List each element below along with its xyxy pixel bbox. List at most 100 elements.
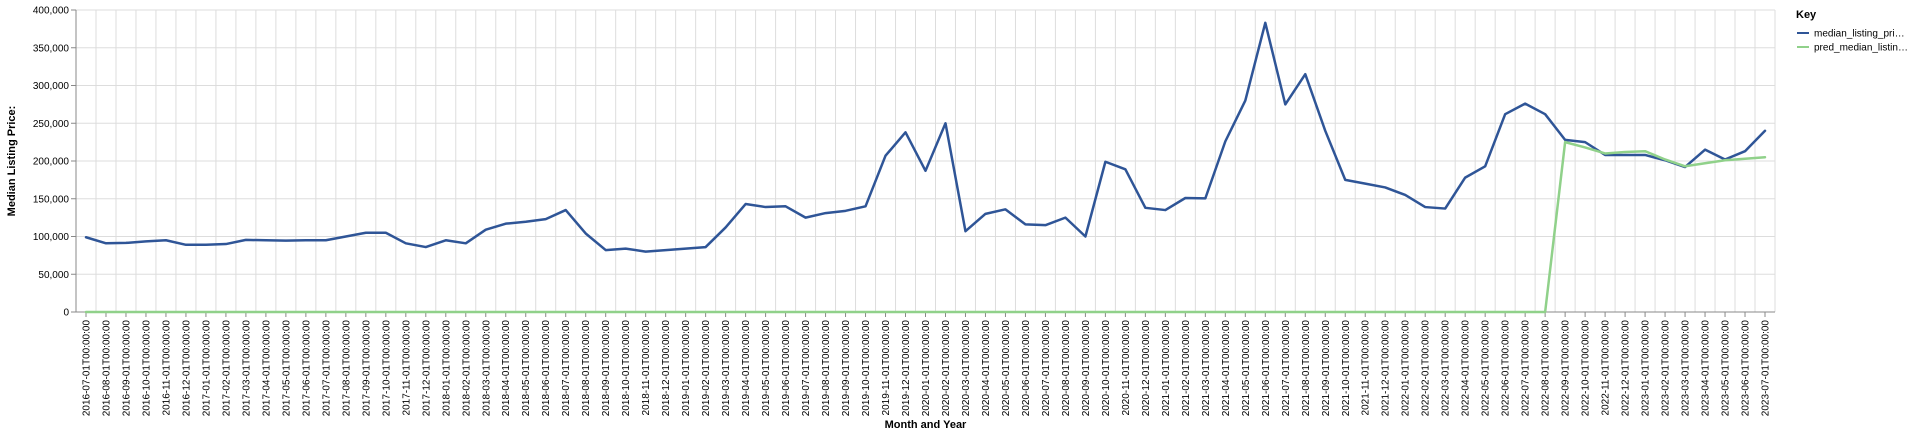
x-tick-label: 2021-01-01T00:00:00 (1161, 320, 1172, 417)
x-tick-label: 2023-05-01T00:00:00 (1721, 320, 1732, 417)
x-tick-label: 2019-06-01T00:00:00 (781, 320, 792, 417)
x-tick-label: 2018-02-01T00:00:00 (461, 320, 472, 417)
x-tick-label: 2017-03-01T00:00:00 (241, 320, 252, 417)
gridlines (75, 9, 1776, 313)
y-tick-label: 350,000 (33, 43, 70, 54)
x-axis-title: Month and Year (885, 419, 967, 431)
x-tick-label: 2022-11-01T00:00:00 (1601, 320, 1612, 416)
x-tick-label: 2017-09-01T00:00:00 (361, 320, 372, 417)
y-tick-label: 100,000 (33, 232, 70, 243)
x-tick-label: 2019-11-01T00:00:00 (881, 320, 892, 416)
x-tick-label: 2018-11-01T00:00:00 (641, 320, 652, 416)
x-tick-label: 2017-06-01T00:00:00 (301, 320, 312, 417)
x-tick-label: 2020-08-01T00:00:00 (1061, 320, 1072, 417)
x-tick-label: 2017-12-01T00:00:00 (421, 320, 432, 417)
series-line-2 (84, 140, 1767, 314)
x-tick-label: 2021-03-01T00:00:00 (1201, 320, 1212, 417)
x-tick-label: 2020-06-01T00:00:00 (1021, 320, 1032, 417)
x-tick-label: 2017-07-01T00:00:00 (321, 320, 332, 417)
x-tick-label: 2020-03-01T00:00:00 (961, 320, 972, 417)
x-tick-label: 2018-04-01T00:00:00 (501, 320, 512, 417)
x-tick-label: 2018-01-01T00:00:00 (441, 320, 452, 417)
x-tick-label: 2022-06-01T00:00:00 (1501, 320, 1512, 417)
x-tick-label: 2023-02-01T00:00:00 (1661, 320, 1672, 417)
x-tick-label: 2021-05-01T00:00:00 (1241, 320, 1252, 417)
x-tick-label: 2017-04-01T00:00:00 (261, 320, 272, 417)
y-tick-label: 200,000 (33, 157, 70, 168)
x-tick-label: 2020-09-01T00:00:00 (1081, 320, 1092, 417)
x-tick-label: 2018-10-01T00:00:00 (621, 320, 632, 417)
x-tick-label: 2018-09-01T00:00:00 (601, 320, 612, 417)
legend-label: pred_median_listin… (1814, 43, 1908, 54)
x-tick-label: 2021-12-01T00:00:00 (1381, 320, 1392, 417)
x-tick-label: 2018-05-01T00:00:00 (521, 320, 532, 417)
x-tick-label: 2023-01-01T00:00:00 (1641, 320, 1652, 417)
x-tick-label: 2018-06-01T00:00:00 (541, 320, 552, 417)
x-tick-label: 2019-12-01T00:00:00 (901, 320, 912, 417)
x-tick-label: 2017-10-01T00:00:00 (381, 320, 392, 417)
x-tick-label: 2017-05-01T00:00:00 (281, 320, 292, 417)
x-tick-label: 2023-03-01T00:00:00 (1681, 320, 1692, 417)
x-tick-label: 2022-01-01T00:00:00 (1401, 320, 1412, 417)
x-tick-label: 2020-04-01T00:00:00 (981, 320, 992, 417)
x-tick-label: 2019-03-01T00:00:00 (721, 320, 732, 417)
x-tick-label: 2016-12-01T00:00:00 (181, 320, 192, 417)
x-tick-label: 2016-11-01T00:00:00 (161, 320, 172, 416)
x-tick-label: 2022-04-01T00:00:00 (1461, 320, 1472, 417)
x-tick-label: 2022-10-01T00:00:00 (1581, 320, 1592, 417)
x-tick-label: 2019-01-01T00:00:00 (681, 320, 692, 417)
x-tick-label: 2016-10-01T00:00:00 (141, 320, 152, 417)
x-tick-label: 2019-09-01T00:00:00 (841, 320, 852, 417)
x-tick-label: 2017-01-01T00:00:00 (201, 320, 212, 417)
x-tick-label: 2022-08-01T00:00:00 (1541, 320, 1552, 417)
y-axis-title: Median Listing Price: (6, 106, 18, 217)
x-tick-label: 2021-09-01T00:00:00 (1321, 320, 1332, 417)
x-tick-label: 2020-05-01T00:00:00 (1001, 320, 1012, 417)
x-tick-label: 2019-05-01T00:00:00 (761, 320, 772, 417)
x-tick-label: 2022-03-01T00:00:00 (1441, 320, 1452, 417)
x-tick-label: 2023-06-01T00:00:00 (1741, 320, 1752, 417)
x-tick-label: 2019-10-01T00:00:00 (861, 320, 872, 417)
x-tick-label: 2016-09-01T00:00:00 (121, 320, 132, 417)
x-tick-label: 2021-11-01T00:00:00 (1361, 320, 1372, 416)
x-tick-label: 2018-07-01T00:00:00 (561, 320, 572, 417)
x-tick-label: 2020-07-01T00:00:00 (1041, 320, 1052, 417)
y-tick-label: 400,000 (33, 6, 70, 17)
x-tick-label: 2023-07-01T00:00:00 (1761, 320, 1772, 417)
x-tick-label: 2021-04-01T00:00:00 (1221, 320, 1232, 417)
y-tick-label: 50,000 (38, 270, 69, 281)
y-tick-label: 250,000 (33, 119, 70, 130)
x-tick-label: 2023-04-01T00:00:00 (1701, 320, 1712, 417)
x-tick-label: 2020-01-01T00:00:00 (921, 320, 932, 417)
x-tick-label: 2016-08-01T00:00:00 (101, 320, 112, 417)
x-tick-label: 2016-07-01T00:00:00 (81, 320, 92, 417)
legend: Key median_listing_pri… pred_median_listi… (1796, 9, 1908, 54)
series-line-1 (84, 21, 1767, 253)
x-tick-label: 2021-02-01T00:00:00 (1181, 320, 1192, 417)
x-tick-label: 2022-09-01T00:00:00 (1561, 320, 1572, 417)
x-tick-label: 2018-03-01T00:00:00 (481, 320, 492, 417)
x-tick-label: 2022-07-01T00:00:00 (1521, 320, 1532, 417)
x-tick-label: 2017-02-01T00:00:00 (221, 320, 232, 417)
y-tick-label: 0 (63, 308, 69, 319)
x-tick-label: 2018-12-01T00:00:00 (661, 320, 672, 417)
x-tick-label: 2019-04-01T00:00:00 (741, 320, 752, 417)
x-tick-label: 2020-11-01T00:00:00 (1121, 320, 1132, 416)
legend-title: Key (1796, 9, 1817, 21)
x-tick-label: 2020-02-01T00:00:00 (941, 320, 952, 417)
x-tick-label: 2022-12-01T00:00:00 (1621, 320, 1632, 417)
x-tick-label: 2020-12-01T00:00:00 (1141, 320, 1152, 417)
x-tick-label: 2022-02-01T00:00:00 (1421, 320, 1432, 417)
x-tick-label: 2021-06-01T00:00:00 (1261, 320, 1272, 417)
x-tick-label: 2019-08-01T00:00:00 (821, 320, 832, 417)
x-tick-label: 2020-10-01T00:00:00 (1101, 320, 1112, 417)
axes: 0 50,000 100,000 150,000 200,000 250,000 300,0… (33, 6, 1775, 417)
x-tick-label: 2019-07-01T00:00:00 (801, 320, 812, 417)
x-tick-label: 2021-07-01T00:00:00 (1281, 320, 1292, 417)
series-lines (84, 21, 1767, 314)
x-tick-label: 2018-08-01T00:00:00 (581, 320, 592, 417)
y-tick-label: 150,000 (33, 194, 70, 205)
x-tick-label: 2019-02-01T00:00:00 (701, 320, 712, 417)
x-tick-label: 2017-08-01T00:00:00 (341, 320, 352, 417)
